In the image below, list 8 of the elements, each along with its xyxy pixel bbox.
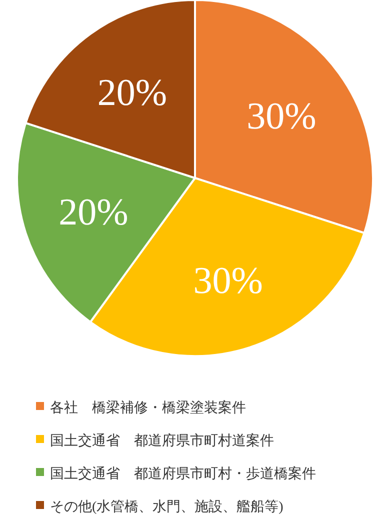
data-label: 20% [97,72,168,114]
data-label: 20% [58,191,128,234]
legend-label: 各社 橋梁補修・橋梁塗装案件 [50,398,246,416]
legend-label: 国土交通省 都道府県市町村道案件 [50,432,274,449]
legend-label: その他(水管橋、水門、施設、艦船等) [50,498,284,515]
legend-label: 国土交通省 都道府県市町村・歩道橋案件 [50,464,316,482]
data-label: 30% [193,260,263,302]
data-label: 30% [246,96,316,138]
